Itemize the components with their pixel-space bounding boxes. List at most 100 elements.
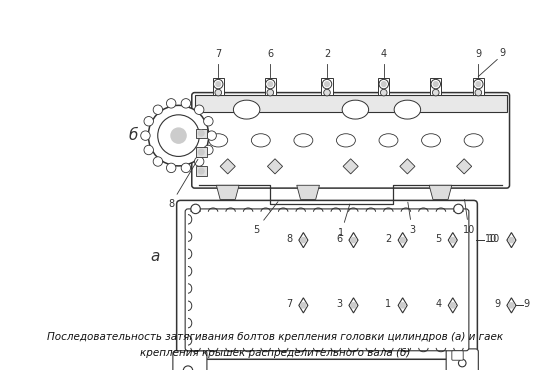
Ellipse shape	[464, 134, 483, 147]
Circle shape	[195, 105, 204, 114]
Text: крепления крышек распределительного вала (б): крепления крышек распределительного вала…	[140, 348, 410, 358]
Circle shape	[181, 99, 191, 108]
Text: 9: 9	[494, 299, 500, 309]
Circle shape	[433, 82, 438, 86]
Text: 8: 8	[286, 234, 292, 244]
Bar	[430, 78, 442, 95]
Text: 9: 9	[524, 299, 530, 309]
Circle shape	[322, 79, 332, 89]
Circle shape	[379, 79, 388, 89]
Circle shape	[153, 105, 163, 114]
Circle shape	[459, 359, 466, 367]
Polygon shape	[429, 185, 452, 200]
Text: 9: 9	[475, 49, 481, 60]
Ellipse shape	[379, 134, 398, 147]
Circle shape	[167, 163, 176, 173]
Text: 10: 10	[488, 234, 500, 244]
Circle shape	[399, 302, 406, 309]
Text: 10: 10	[463, 200, 475, 235]
Ellipse shape	[337, 134, 355, 147]
Text: 7: 7	[215, 49, 222, 60]
Circle shape	[183, 366, 192, 375]
Ellipse shape	[233, 100, 260, 119]
Polygon shape	[507, 233, 516, 248]
Bar	[196, 128, 207, 138]
Circle shape	[300, 237, 307, 244]
Polygon shape	[297, 185, 320, 200]
Text: 6: 6	[336, 234, 342, 244]
Bar	[472, 78, 484, 95]
Polygon shape	[349, 233, 358, 248]
Polygon shape	[267, 159, 283, 174]
Polygon shape	[299, 233, 308, 248]
Circle shape	[474, 79, 483, 89]
Text: 3: 3	[408, 202, 415, 235]
Circle shape	[199, 130, 204, 136]
Circle shape	[204, 117, 213, 126]
Circle shape	[215, 89, 222, 96]
Text: 5: 5	[435, 234, 442, 244]
Circle shape	[213, 79, 223, 89]
Polygon shape	[220, 159, 235, 174]
Circle shape	[199, 168, 204, 174]
Circle shape	[475, 89, 482, 96]
Circle shape	[199, 149, 204, 155]
Circle shape	[508, 302, 515, 309]
Polygon shape	[299, 298, 308, 313]
Circle shape	[350, 237, 357, 244]
Text: 3: 3	[336, 299, 342, 309]
Text: 4: 4	[435, 299, 442, 309]
Polygon shape	[343, 159, 358, 174]
Circle shape	[158, 115, 199, 157]
Polygon shape	[400, 159, 415, 174]
Circle shape	[171, 128, 186, 143]
Circle shape	[191, 204, 200, 214]
Text: 5: 5	[253, 202, 278, 235]
Bar	[321, 78, 333, 95]
Circle shape	[144, 117, 153, 126]
Polygon shape	[398, 298, 407, 313]
Circle shape	[153, 157, 163, 166]
FancyBboxPatch shape	[446, 349, 478, 375]
Polygon shape	[448, 233, 458, 248]
Circle shape	[432, 89, 439, 96]
Ellipse shape	[251, 134, 270, 147]
Text: 1: 1	[385, 299, 391, 309]
Bar	[196, 166, 207, 176]
Polygon shape	[398, 233, 407, 248]
Circle shape	[266, 79, 275, 89]
Text: 9: 9	[499, 48, 505, 58]
Circle shape	[268, 82, 273, 86]
Polygon shape	[448, 298, 458, 313]
Circle shape	[324, 82, 329, 86]
Polygon shape	[507, 298, 516, 313]
Text: 10: 10	[485, 234, 497, 244]
Text: а: а	[150, 249, 159, 264]
Circle shape	[399, 237, 406, 244]
Polygon shape	[216, 185, 239, 200]
Bar	[196, 147, 207, 157]
FancyBboxPatch shape	[173, 351, 207, 380]
Circle shape	[144, 145, 153, 155]
Text: 8: 8	[168, 159, 198, 209]
Circle shape	[216, 82, 221, 86]
Text: 4: 4	[381, 49, 387, 60]
FancyBboxPatch shape	[452, 351, 463, 360]
Text: 1: 1	[338, 204, 350, 238]
FancyBboxPatch shape	[185, 209, 469, 351]
Circle shape	[454, 204, 463, 214]
Polygon shape	[349, 298, 358, 313]
Circle shape	[431, 79, 441, 89]
Bar	[213, 78, 224, 95]
Text: б: б	[129, 128, 138, 143]
Circle shape	[181, 163, 191, 173]
Ellipse shape	[422, 134, 441, 147]
Circle shape	[204, 145, 213, 155]
Circle shape	[449, 237, 456, 244]
FancyBboxPatch shape	[177, 200, 477, 359]
Polygon shape	[456, 159, 472, 174]
Ellipse shape	[394, 100, 421, 119]
Circle shape	[141, 131, 150, 140]
Circle shape	[508, 237, 515, 244]
Circle shape	[148, 105, 209, 166]
